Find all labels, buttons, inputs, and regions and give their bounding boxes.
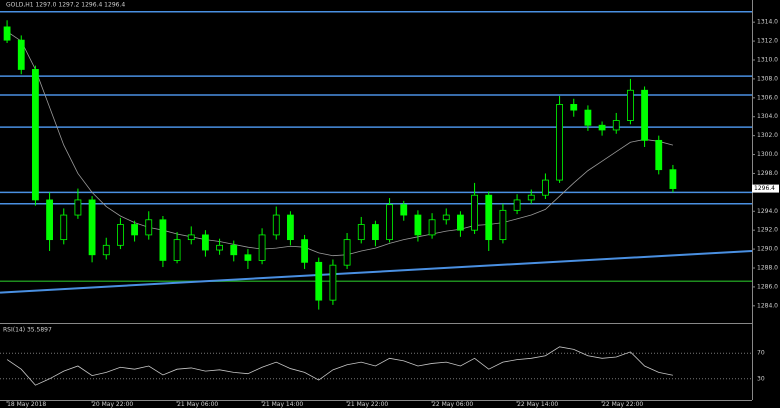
y-tick-label: 1314.0: [757, 19, 778, 26]
candle-body: [202, 234, 209, 251]
candle-body: [145, 219, 153, 236]
candle-body: [542, 179, 549, 196]
candle-body: [216, 244, 223, 251]
candle-body: [60, 214, 68, 241]
candle-body: [272, 214, 280, 236]
y-tick-label: 1284.0: [757, 302, 778, 309]
y-tick-label: 1290.0: [757, 246, 778, 253]
chart-title: GOLD,H1 1297.0 1297.2 1296.4 1296.4: [6, 2, 125, 9]
y-tick-label: 1286.0: [757, 283, 778, 290]
x-tick-label: 22 May 14:00: [517, 401, 558, 408]
candle-body: [244, 254, 252, 261]
x-tick-label: 21 May 22:00: [347, 401, 388, 408]
candle-body: [74, 199, 82, 216]
candle-body: [556, 104, 563, 181]
candle-body: [598, 124, 606, 131]
x-tick-label: 20 May 22:00: [92, 401, 133, 408]
candle-body: [117, 224, 124, 246]
candle-body: [343, 239, 351, 266]
candle-body: [513, 199, 521, 211]
x-tick-label: 18 May 2018: [7, 401, 46, 408]
candle-body: [527, 194, 535, 201]
candle-body: [230, 244, 238, 256]
rsi-title: RSI(14) 35.5897: [3, 327, 52, 334]
candle-body: [400, 204, 408, 216]
candle-body: [3, 26, 11, 41]
candle-body: [315, 261, 323, 301]
y-tick-label: 1308.0: [757, 75, 778, 82]
candle-body: [584, 109, 592, 126]
candle-body: [372, 224, 379, 241]
candle-body: [258, 234, 266, 261]
candle-body: [102, 244, 110, 256]
moving-average: [6, 31, 674, 257]
candle-body: [655, 139, 663, 171]
candle-body: [357, 224, 365, 241]
y-tick-label: 1298.0: [757, 170, 778, 177]
rsi-tick-label: 30: [757, 375, 765, 382]
candle-body: [17, 39, 25, 70]
candle-body: [457, 214, 464, 231]
candle-body: [485, 194, 493, 241]
candle-body: [131, 224, 138, 236]
y-tick-label: 1294.0: [757, 208, 778, 215]
y-tick-label: 1310.0: [757, 57, 778, 64]
candle-body: [570, 104, 578, 111]
price-tag-label: 1296.4: [754, 185, 775, 192]
y-tick-label: 1302.0: [757, 132, 778, 139]
y-tick-label: 1312.0: [757, 38, 778, 45]
candle-body: [187, 234, 195, 241]
candle-body: [627, 89, 634, 121]
candle-body: [414, 214, 422, 236]
candle-body: [287, 214, 294, 241]
x-tick-label: 21 May 14:00: [262, 401, 303, 408]
candle-body: [669, 169, 677, 189]
x-tick-label: 21 May 06:00: [177, 401, 218, 408]
rsi-line: [6, 346, 673, 386]
y-tick-label: 1304.0: [757, 113, 778, 120]
price-tag: [752, 184, 779, 193]
y-tick-label: 1288.0: [757, 265, 778, 272]
candle-body: [442, 214, 450, 221]
candle-body: [386, 204, 393, 241]
y-tick-label: 1292.0: [757, 227, 778, 234]
candle-body: [641, 89, 648, 141]
candle-body: [173, 239, 181, 261]
x-tick-label: 22 May 06:00: [432, 401, 473, 408]
candle-body: [329, 264, 337, 301]
rsi-tick-label: 70: [757, 350, 765, 357]
x-tick-label: 22 May 22:00: [602, 401, 643, 408]
y-tick-label: 1306.0: [757, 94, 778, 101]
candle-body: [471, 194, 478, 231]
candle-body: [88, 199, 96, 256]
candle-body: [159, 219, 167, 261]
candle-body: [428, 219, 436, 236]
y-tick-label: 1300.0: [757, 151, 778, 158]
candle-body: [46, 199, 53, 241]
candle-body: [32, 69, 39, 201]
candle-body: [301, 239, 308, 263]
candle-body: [612, 120, 620, 131]
candle-body: [499, 209, 507, 241]
trend-line: [0, 249, 753, 294]
